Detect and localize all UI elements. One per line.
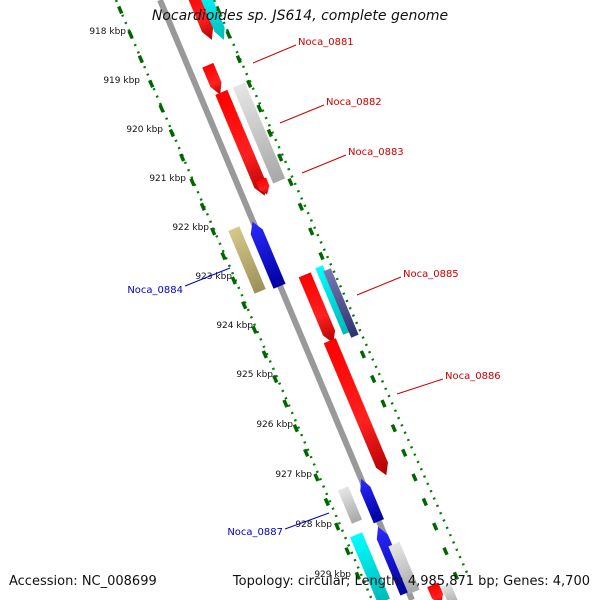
scale-tick-label: 926 kbp (256, 420, 293, 430)
ring-tick-mark (282, 399, 289, 408)
scale-tick-label: 921 kbp (149, 174, 186, 184)
gene-feature-olive[interactable] (228, 226, 266, 294)
ring-tick-mark (287, 178, 294, 187)
ring-tick-mark (354, 571, 361, 580)
outer-ring-right (212, 0, 470, 576)
ring-tick-mark (127, 30, 134, 39)
gene-label-leader (279, 104, 325, 124)
ring-tick-mark (179, 153, 186, 162)
gene-feature-edge-a[interactable] (427, 582, 447, 600)
gene-label-noca-0886[interactable]: Noca_0886 (445, 371, 501, 382)
gene-feature-cyan-b[interactable] (315, 265, 351, 335)
gene-feature-noca-0884[interactable] (246, 219, 286, 289)
ring-tick-mark (215, 5, 222, 15)
ring-tick-mark (318, 251, 325, 261)
gene-label-leader (301, 154, 347, 174)
ring-tick-mark (137, 55, 144, 64)
gene-features (184, 0, 459, 600)
scale-tick-label: 923 kbp (195, 272, 232, 282)
ring-tick-mark (199, 202, 206, 211)
gene-feature-gray-a[interactable] (232, 82, 286, 184)
gene-label-leader (396, 378, 444, 395)
gene-feature-edge-b[interactable] (441, 582, 459, 600)
gene-label-leader (184, 267, 231, 287)
genome-title: Nocardioides sp. JS614, complete genome (151, 8, 449, 24)
ring-tick-mark (411, 473, 418, 482)
gene-label-noca-0881[interactable]: Noca_0881 (298, 37, 354, 48)
gene-label-noca-0887[interactable]: Noca_0887 (227, 527, 283, 538)
gene-feature-noca-0886[interactable] (323, 338, 393, 478)
ring-tick-mark (313, 473, 320, 482)
ring-tick-mark (370, 374, 377, 384)
scale-tick-label: 925 kbp (236, 370, 273, 380)
ring-tick-mark (251, 325, 258, 334)
ring-tick-mark (421, 497, 428, 507)
ring-tick-mark (148, 79, 155, 88)
scale-tick-label: 918 kbp (89, 27, 126, 37)
ring-tick-mark (308, 227, 315, 236)
gene-label-noca-0882[interactable]: Noca_0882 (326, 97, 382, 108)
gene-feature-noca-0882[interactable] (215, 89, 270, 198)
gene-feature-gray-b[interactable] (337, 486, 363, 524)
ring-tick-mark (168, 128, 175, 138)
scale-tick-label: 924 kbp (216, 321, 253, 331)
gene-feature-noca-0888[interactable] (350, 532, 390, 600)
ring-tick-mark (297, 202, 304, 211)
ring-tick-mark (158, 104, 165, 113)
ring-tick-mark (246, 79, 253, 88)
scale-tick-label: 919 kbp (103, 76, 140, 86)
ring-tick-mark (225, 30, 232, 39)
ring-tick-mark (334, 522, 341, 531)
gene-label-noca-0883[interactable]: Noca_0883 (348, 147, 404, 158)
ring-tick-mark (210, 227, 217, 236)
gene-feature-blue-c[interactable] (356, 477, 384, 524)
ring-tick-mark (256, 104, 263, 113)
ring-tick-mark (230, 276, 237, 285)
ring-tick-mark (359, 350, 366, 359)
gene-feature-purple[interactable] (323, 268, 359, 338)
gene-label-noca-0884[interactable]: Noca_0884 (127, 285, 183, 296)
genome-summary: Topology: circular; Length: 4,985,871 bp… (232, 574, 590, 589)
ring-tick-mark (323, 497, 330, 507)
ring-tick-mark (272, 374, 279, 384)
gene-label-leader (284, 512, 330, 530)
gene-feature-noca-0885[interactable] (298, 272, 340, 345)
ring-tick-mark (344, 547, 351, 556)
ring-tick-mark (432, 522, 439, 531)
scale-tick-label: 922 kbp (172, 223, 209, 233)
gene-feature-noca-0881[interactable] (202, 62, 225, 97)
gene-feature-neighbor[interactable] (197, 0, 229, 42)
gene-label-leader (252, 44, 297, 64)
ring-tick-mark (380, 399, 387, 408)
ring-tick-mark (401, 448, 408, 457)
scale-labels: 918 kbp 919 kbp 920 kbp 921 kbp 922 kbp 923 k… (89, 27, 351, 580)
accession-label: Accession: NC_008699 (9, 574, 157, 589)
ring-ticks (117, 5, 459, 580)
ring-tick-mark (117, 5, 124, 15)
ring-tick-mark (277, 153, 284, 162)
ring-tick-mark (390, 424, 397, 433)
gene-label-noca-0885[interactable]: Noca_0885 (403, 269, 459, 280)
ring-tick-mark (292, 424, 299, 433)
ring-tick-mark (452, 571, 459, 580)
scale-tick-label: 928 kbp (295, 520, 332, 530)
ring-tick-mark (235, 55, 242, 64)
scale-tick-label: 927 kbp (275, 470, 312, 480)
gene-feature-gray-c[interactable] (388, 541, 420, 595)
gene-feature-noca-0883[interactable] (255, 177, 272, 196)
ring-tick-mark (189, 178, 196, 187)
gene-label-leader (356, 276, 402, 296)
gene-labels: Noca_0881 Noca_0882 Noca_0883 Noca_0884 Noca… (127, 37, 500, 538)
gene-feature-noca-0880[interactable] (184, 0, 218, 42)
ring-tick-mark (303, 448, 310, 457)
ring-tick-mark (241, 301, 248, 310)
ring-tick-mark (266, 128, 273, 138)
scale-tick-label: 920 kbp (126, 125, 163, 135)
ring-tick-mark (442, 547, 449, 556)
scale-tick-label: 929 kbp (314, 570, 351, 580)
ring-tick-mark (261, 350, 268, 359)
ring-tick-mark (220, 251, 227, 261)
